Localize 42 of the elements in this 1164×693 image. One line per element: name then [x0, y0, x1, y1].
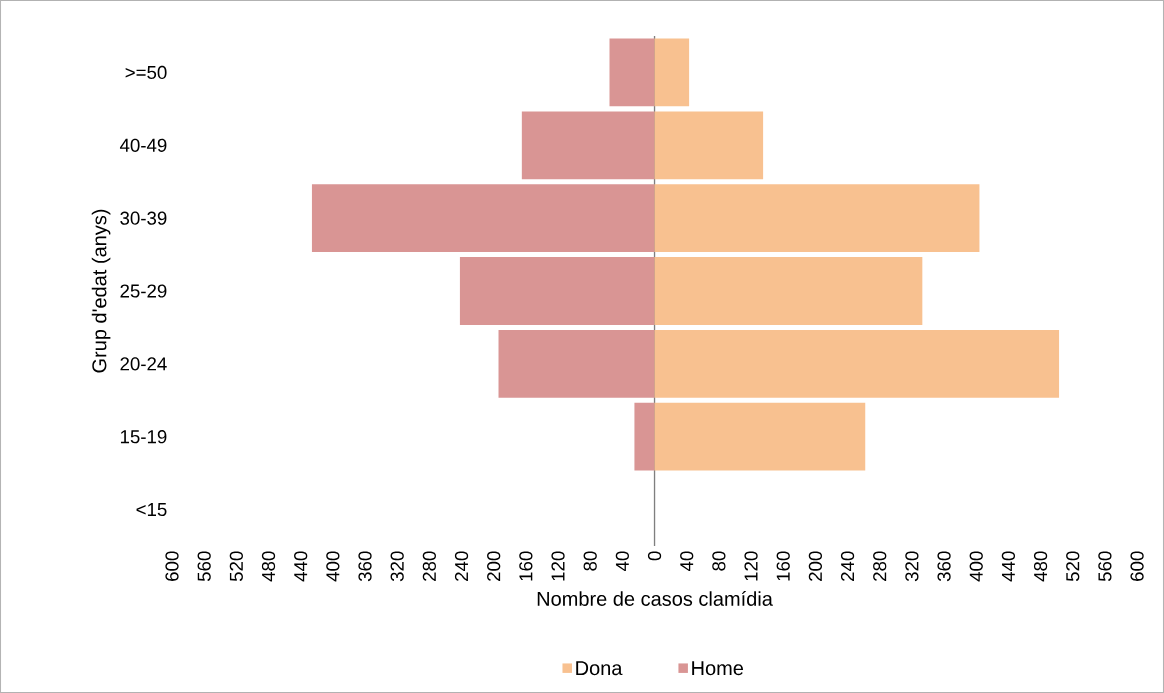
- x-tick-label: 80: [712, 551, 726, 571]
- x-tick-label: 320: [390, 551, 404, 582]
- y-tick-label: 25-29: [120, 284, 167, 298]
- x-tick-label: 520: [229, 551, 243, 582]
- x-tick-label: 480: [1033, 551, 1048, 582]
- x-tick-label: 40: [615, 551, 629, 572]
- x-tick-label: 600: [165, 551, 179, 581]
- x-tick-label: 40: [680, 551, 694, 572]
- y-tick-label: 15-19: [120, 430, 167, 444]
- x-tick-label: 240: [454, 551, 469, 581]
- y-axis-title: Grup d'edat (anys): [91, 209, 111, 373]
- x-tick-label: 200: [808, 551, 822, 581]
- x-tick-label: 400: [326, 551, 340, 582]
- y-tick-label: 40-49: [119, 138, 167, 152]
- x-tick-label: 280: [422, 551, 436, 581]
- y-tick-label: 20-24: [120, 357, 167, 371]
- x-tick-label: 560: [1098, 551, 1112, 582]
- x-axis-title: Nombre de casos clamídia: [537, 591, 773, 606]
- x-tick-label: 240: [840, 551, 855, 581]
- x-tick-label: 80: [583, 551, 597, 571]
- x-tick-label: 360: [358, 551, 372, 582]
- x-tick-label: 160: [519, 551, 533, 581]
- y-tick-label: >=50: [125, 65, 167, 80]
- legend-label: Dona: [576, 661, 623, 676]
- x-tick-label: 360: [937, 551, 951, 582]
- x-tick-label: 320: [905, 551, 919, 582]
- x-tick-label: 400: [969, 551, 983, 582]
- x-tick-label: 520: [1066, 551, 1080, 582]
- x-tick-label: 120: [551, 551, 565, 581]
- x-tick-label: 480: [261, 551, 276, 582]
- x-tick-label: 440: [294, 551, 308, 582]
- x-tick-label: 600: [1130, 551, 1144, 581]
- y-tick-label: 30-39: [120, 211, 167, 225]
- x-tick-label: 560: [197, 551, 211, 582]
- x-tick-label: 200: [487, 551, 501, 581]
- y-tick-label: <15: [136, 503, 167, 517]
- x-tick-label: 440: [1001, 551, 1016, 582]
- x-tick-label: 0: [647, 551, 662, 561]
- x-tick-label: 120: [744, 551, 758, 581]
- legend-label: Home: [692, 661, 744, 676]
- x-tick-label: 160: [776, 551, 790, 581]
- x-tick-label: 280: [873, 551, 887, 581]
